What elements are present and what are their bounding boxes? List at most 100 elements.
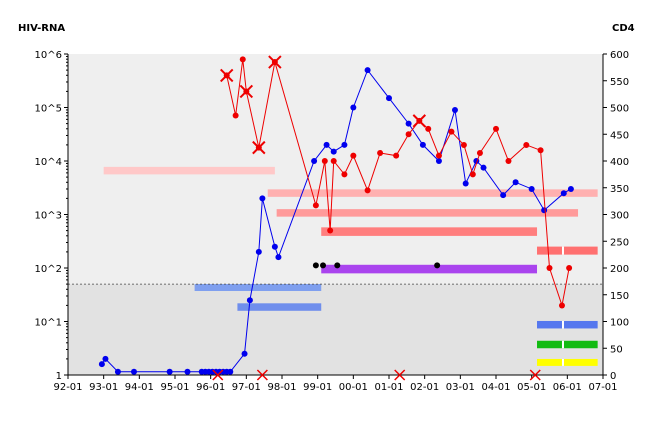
cd4-point <box>312 202 319 209</box>
hiv-rna-point <box>528 185 535 192</box>
cd4-point <box>350 152 357 159</box>
hiv-rna-point <box>567 185 574 192</box>
black-marker <box>312 262 319 269</box>
hiv-rna-point <box>275 254 282 261</box>
y-right-tick-label: 0 <box>610 371 616 382</box>
hiv-rna-point <box>114 368 121 375</box>
bottom-cross-marker <box>394 369 406 381</box>
cd4-point <box>493 125 499 132</box>
therapy-band <box>537 246 598 255</box>
therapy-band <box>103 166 275 175</box>
therapy-band <box>267 189 598 197</box>
cd4-point <box>330 158 337 164</box>
therapy-band <box>537 320 598 329</box>
hiv-rna-point <box>184 368 191 375</box>
cd4-point <box>505 158 512 164</box>
y-left-tick-label: 1 <box>56 371 62 382</box>
y-right-tick-label: 600 <box>610 50 629 61</box>
y-left-tick-label: 10^3 <box>35 211 62 222</box>
hiv-rna-point <box>560 190 567 197</box>
cd4-point <box>476 149 483 156</box>
x-tick-label: 05-01 <box>517 382 546 393</box>
hiv-rna-point <box>102 355 109 362</box>
cd4-point <box>537 147 544 154</box>
x-tick-label: 97-01 <box>232 382 261 393</box>
x-tick-label: 02-01 <box>410 382 439 393</box>
hiv-rna-point <box>386 95 392 102</box>
hiv-rna-point <box>405 120 412 127</box>
therapy-band <box>537 340 598 349</box>
y-right-tick-label: 250 <box>610 237 629 248</box>
cd4-point <box>523 141 530 148</box>
x-tick-label: 95-01 <box>160 382 189 393</box>
hiv-rna-point <box>98 361 105 368</box>
hiv-rna-point <box>246 297 253 304</box>
cd4-point <box>405 131 412 138</box>
plot-background-lower <box>68 284 603 375</box>
x-tick-label: 93-01 <box>89 382 118 393</box>
cd4-point <box>460 141 467 148</box>
y-right-tick-label: 300 <box>610 211 629 222</box>
cd4-cross-marker <box>252 140 266 155</box>
x-tick-label: 01-01 <box>374 382 403 393</box>
y-left-tick-label: 10^5 <box>35 104 62 115</box>
cd4-point <box>321 158 328 164</box>
band-separator <box>561 320 564 329</box>
x-tick-label: 96-01 <box>196 382 225 393</box>
therapy-band <box>237 303 322 311</box>
hiv-rna-point <box>323 141 330 148</box>
y-right-tick-label: 100 <box>610 318 629 329</box>
y-right-tick-label: 450 <box>610 130 629 141</box>
x-tick-label: 00-01 <box>339 382 368 393</box>
cd4-cross-marker <box>239 84 254 99</box>
hiv-rna-point <box>435 158 442 164</box>
cd4-point <box>425 125 432 132</box>
x-tick-label: 06-01 <box>553 382 582 393</box>
bottom-cross-marker <box>256 369 268 381</box>
y-right-tick-label: 400 <box>610 157 629 168</box>
x-tick-label: 07-01 <box>588 382 617 393</box>
cd4-point <box>364 187 371 194</box>
right-axis-label: CD4 <box>612 23 635 34</box>
cd4-point <box>341 171 348 178</box>
cd4-point <box>469 171 476 178</box>
cd4-point <box>232 112 239 119</box>
hiv-rna-point <box>241 350 248 357</box>
band-separator <box>561 358 564 366</box>
hiv-rna-point <box>341 141 348 148</box>
hiv-rna-point <box>255 248 262 255</box>
y-right-tick-label: 550 <box>610 77 629 88</box>
cd4-point <box>566 265 573 271</box>
cd4-point <box>448 128 455 135</box>
cd4-point <box>435 152 442 159</box>
hiv-rna-point <box>166 368 173 375</box>
bottom-cross-marker <box>212 369 224 381</box>
hiv-rna-point <box>500 192 507 199</box>
hiv-rna-point <box>227 368 234 375</box>
y-left-tick-label: 10^1 <box>35 318 62 329</box>
bottom-cross-marker <box>529 369 541 381</box>
hiv-rna-point <box>541 207 548 214</box>
hiv-rna-point <box>512 179 519 186</box>
band-separator <box>561 246 564 255</box>
x-tick-label: 92-01 <box>53 382 82 393</box>
cd4-cross-marker <box>268 55 282 69</box>
cd4-point <box>546 265 553 271</box>
cd4-point <box>558 302 565 309</box>
y-left-tick-label: 10^2 <box>35 264 62 275</box>
cd4-point <box>377 149 384 156</box>
y-right-tick-label: 500 <box>610 104 629 115</box>
band-separator <box>561 340 564 349</box>
cd4-point <box>393 152 400 159</box>
black-marker <box>334 262 341 269</box>
x-tick-label: 98-01 <box>267 382 296 393</box>
therapy-band <box>321 227 538 236</box>
cd4-cross-marker <box>412 114 427 128</box>
hiv-rna-point <box>259 195 266 202</box>
y-right-tick-label: 350 <box>610 184 629 195</box>
y-left-tick-label: 10^6 <box>35 50 62 61</box>
x-tick-label: 04-01 <box>481 382 510 393</box>
therapy-band <box>276 209 579 217</box>
